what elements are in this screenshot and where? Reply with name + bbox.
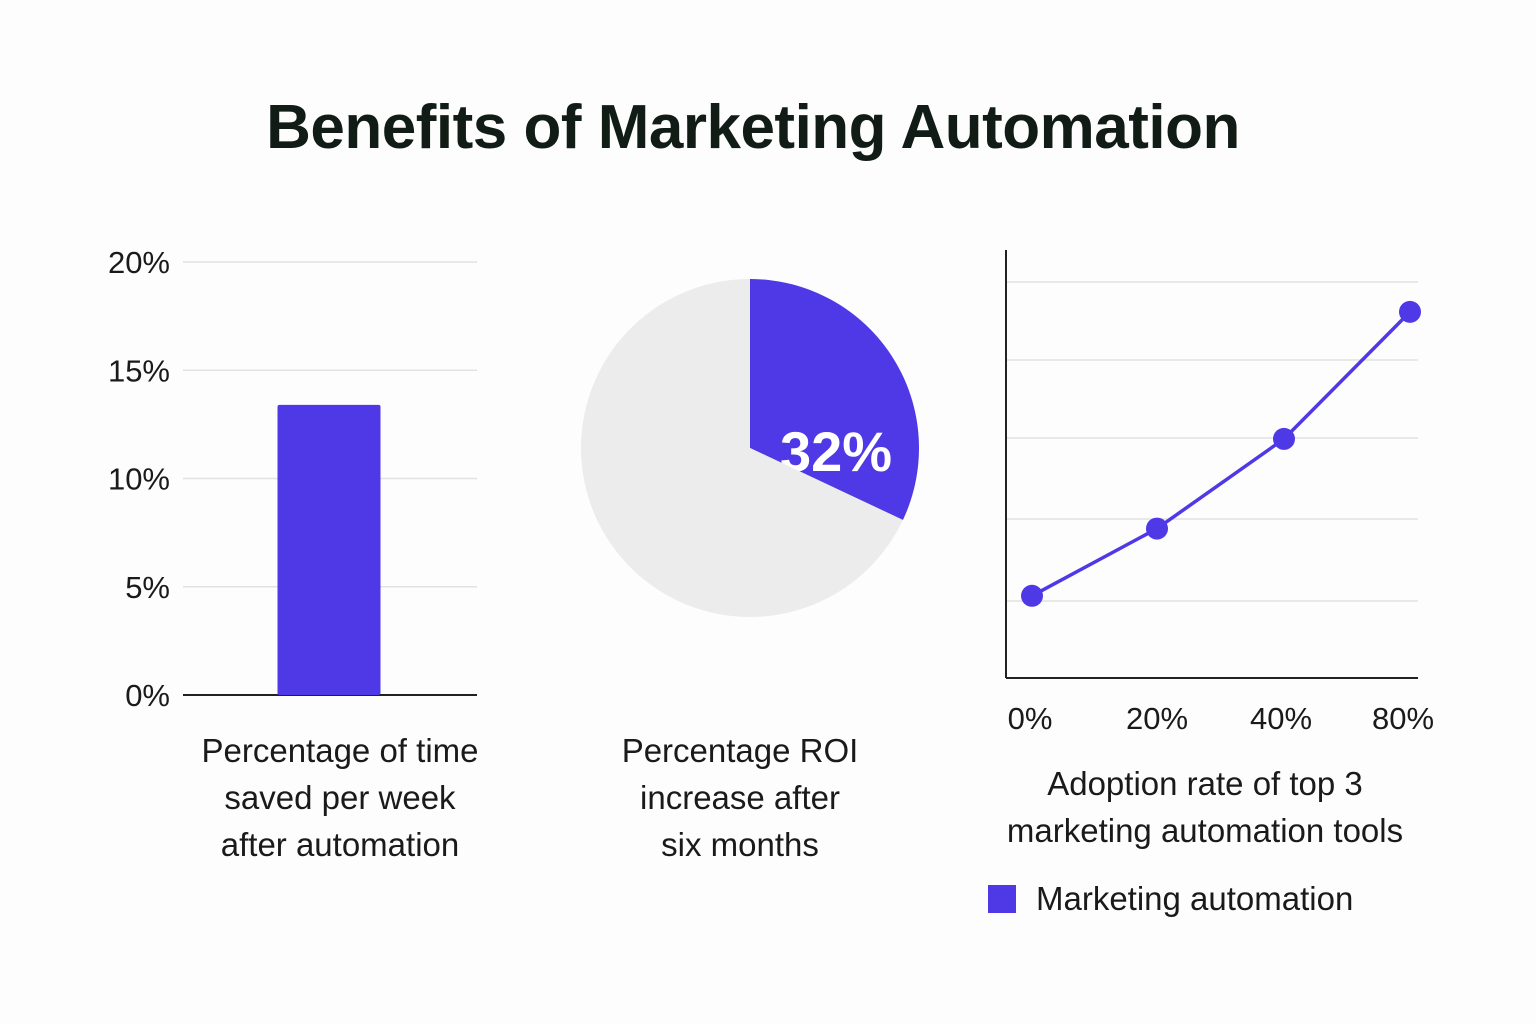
line-series bbox=[1031, 310, 1412, 598]
bar-y-tick-label: 20% bbox=[108, 245, 170, 280]
bar-caption-line: saved per week bbox=[224, 779, 456, 816]
line-caption-line: marketing automation tools bbox=[1006, 812, 1404, 849]
bar-y-tick-label: 5% bbox=[125, 570, 170, 605]
pie-caption-line: increase after bbox=[640, 779, 840, 816]
line-chart-legend: Marketing automation bbox=[988, 880, 1353, 918]
bar-caption-line: after automation bbox=[220, 826, 460, 863]
bar-caption-line: Percentage of time bbox=[201, 732, 479, 769]
line-x-tick-label: 40% bbox=[1250, 701, 1312, 736]
pie-caption-line: six months bbox=[661, 826, 819, 863]
pie-slice bbox=[581, 279, 903, 618]
line-point bbox=[1146, 517, 1168, 540]
bar-y-tick-label: 15% bbox=[108, 353, 170, 388]
legend-swatch bbox=[988, 885, 1016, 913]
line-caption-line: Adoption rate of top 3 bbox=[1047, 765, 1363, 802]
bar-y-tick-label: 0% bbox=[125, 678, 170, 713]
page-title: Benefits of Marketing Automation bbox=[266, 93, 1240, 162]
line-x-tick-label: 20% bbox=[1126, 701, 1188, 736]
pie-slice bbox=[750, 279, 920, 520]
line-point bbox=[1399, 300, 1421, 323]
bar bbox=[277, 404, 381, 695]
line-point bbox=[1021, 584, 1043, 607]
line-point bbox=[1273, 427, 1295, 450]
pie-chart-caption: Percentage ROI increase after six months bbox=[540, 727, 940, 868]
line-x-tick-label: 0% bbox=[1008, 701, 1053, 736]
line-chart-caption: Adoption rate of top 3 marketing automat… bbox=[975, 760, 1435, 854]
bar-chart-caption: Percentage of time saved per week after … bbox=[140, 727, 540, 868]
legend-label: Marketing automation bbox=[1036, 880, 1354, 917]
bar-y-tick-label: 10% bbox=[108, 462, 170, 497]
line-x-tick-label: 80% bbox=[1372, 701, 1434, 736]
pie-caption-line: Percentage ROI bbox=[621, 732, 859, 769]
